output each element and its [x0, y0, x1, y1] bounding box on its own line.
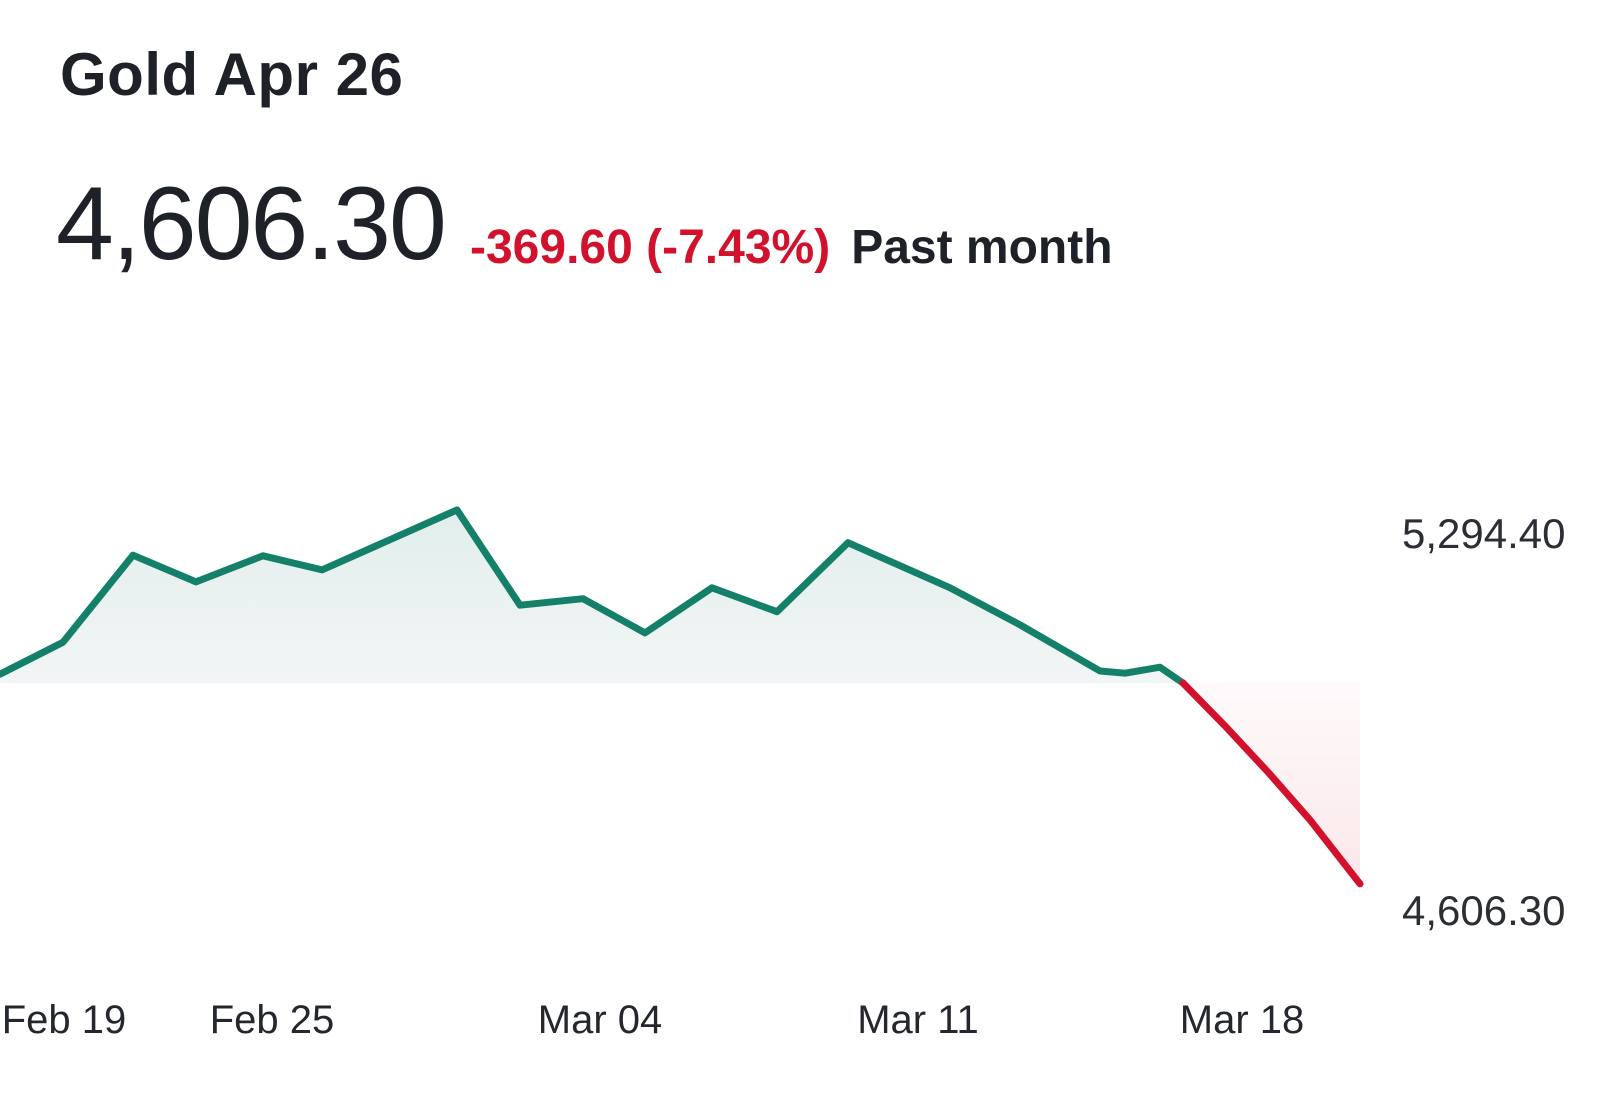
down-price-line: [1179, 679, 1364, 888]
change-period-label: Past month: [851, 221, 1113, 274]
x-tick-label: Feb 25: [209, 998, 335, 1042]
instrument-title: Gold Apr 26: [60, 41, 404, 108]
price-change-row: -369.60 (-7.43%) Past month: [470, 222, 1113, 274]
high-value-label: 5,294.40: [1402, 510, 1566, 557]
up-price-line: [0, 506, 1187, 687]
x-tick-label: Mar 04: [537, 998, 663, 1042]
x-tick-label: Feb 19: [1, 998, 127, 1042]
x-tick-label: Mar 18: [1179, 998, 1305, 1042]
price-change: -369.60 (-7.43%): [470, 221, 831, 274]
low-value-label: 4,606.30: [1402, 887, 1566, 934]
x-tick-label: Mar 11: [857, 998, 979, 1042]
down-area-fill: [1183, 683, 1360, 884]
x-axis: Feb 19 Feb 25 Mar 04 Mar 11 Mar 18: [0, 997, 1600, 1047]
up-area-fill: [0, 509, 1183, 683]
current-price: 4,606.30: [56, 166, 447, 282]
